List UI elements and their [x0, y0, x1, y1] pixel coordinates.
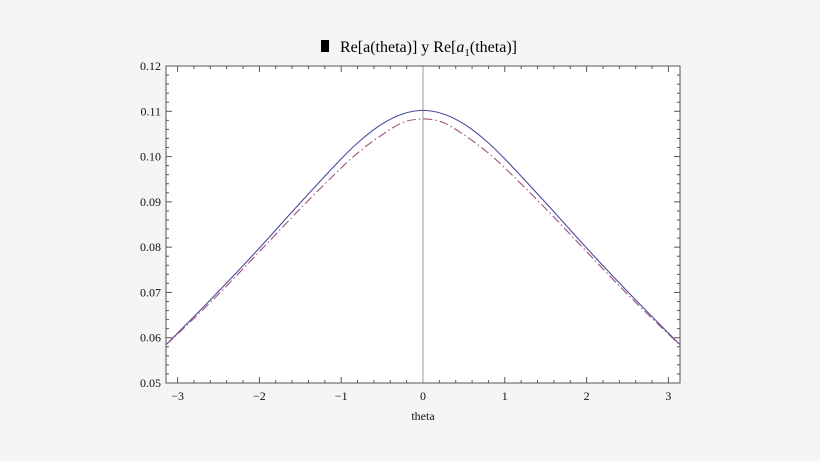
x-tick-label: −1: [335, 389, 348, 403]
title-italic: a: [456, 39, 464, 56]
series-line-1: [165, 109, 681, 345]
y-tick-label: 0.08: [140, 240, 161, 254]
x-axis-label: theta: [411, 409, 435, 423]
x-tick-label: 0: [420, 389, 426, 403]
y-tick-label: 0.05: [140, 376, 161, 390]
y-tick-label: 0.12: [140, 59, 161, 73]
x-tick-label: −2: [253, 389, 266, 403]
chart-title: Re[a(theta)] y Re[a1(theta)]: [340, 39, 517, 59]
y-tick-label: 0.09: [140, 195, 161, 209]
title-subscript: 1: [464, 47, 470, 59]
series-layer: [165, 109, 681, 345]
title-prefix: Re[a(theta)] y Re[: [340, 39, 456, 56]
y-tick-label: 0.10: [140, 150, 161, 164]
y-tick-label: 0.06: [140, 331, 161, 345]
y-tick-label: 0.07: [140, 285, 161, 299]
x-tick-label: 1: [502, 389, 508, 403]
x-tick-label: −3: [171, 389, 184, 403]
plot-frame: [165, 65, 681, 384]
legend-swatch: [321, 40, 329, 52]
x-tick-label: 2: [584, 389, 590, 403]
x-tick-label: 3: [665, 389, 671, 403]
labels-layer: −3 −2 −1 0 1 2 3 0.05 0.06 0.07 0.08 0.09 0.10 0.11 0.…: [140, 59, 671, 403]
y-tick-label: 0.11: [140, 104, 161, 118]
title-suffix: (theta)]: [470, 39, 517, 56]
